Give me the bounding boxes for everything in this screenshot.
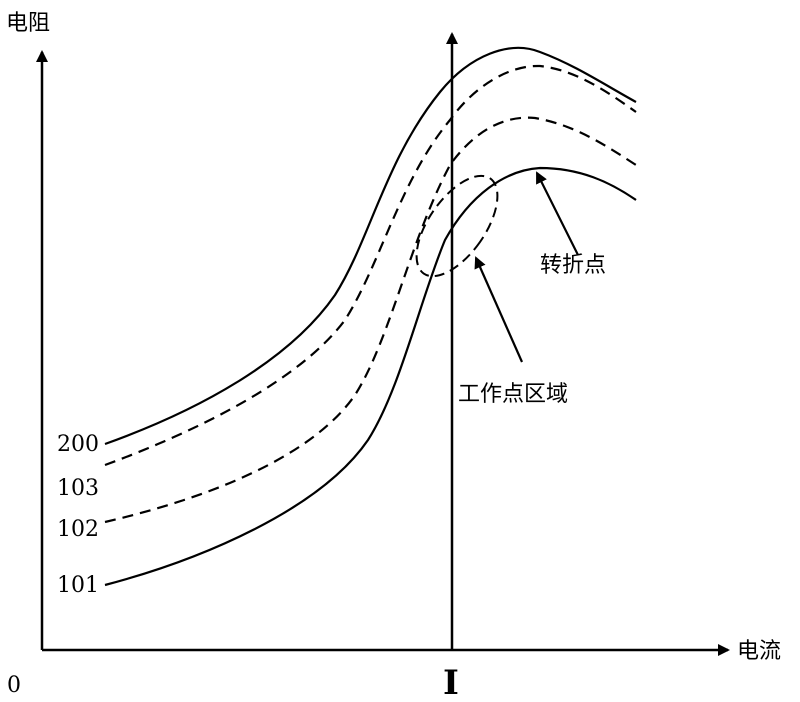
curve-label-102: 102: [57, 517, 99, 542]
turning-point-arrow: [536, 171, 579, 256]
curve-label-200: 200: [57, 432, 99, 457]
working-region-label: 工作点区域: [458, 382, 568, 407]
y-axis-label: 电阻: [6, 11, 50, 36]
current-marker-label: I: [443, 663, 459, 702]
turning-point-label: 转折点: [540, 253, 606, 278]
working-region-arrow: [474, 256, 524, 363]
x-axis-label: 电流: [737, 639, 781, 664]
curve-label-103: 103: [57, 476, 99, 501]
working-region-ellipse: [415, 174, 499, 278]
curve-101: [104, 166, 637, 587]
curve-200: [104, 46, 637, 446]
curve-label-101: 101: [57, 573, 99, 598]
curve-102: [104, 116, 637, 524]
origin-label: 0: [7, 673, 21, 698]
curve-103: [104, 64, 637, 467]
